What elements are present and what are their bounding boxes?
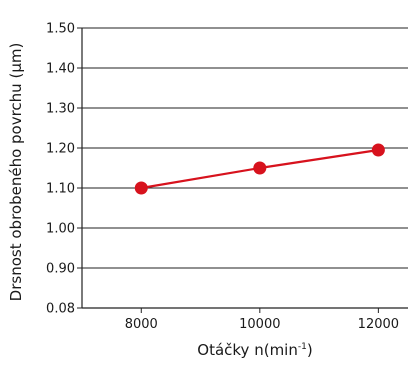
gridlines <box>82 27 408 269</box>
y-tick-label: 1.50 <box>46 22 75 37</box>
y-tick-label: 1.00 <box>46 222 75 237</box>
y-tick-label: 1.30 <box>46 102 75 117</box>
data-point <box>371 143 385 157</box>
y-axis-title: Drsnost obrobeného povrchu (µm) <box>7 43 25 302</box>
x-ticks: 8000 10000 12000 <box>125 308 399 332</box>
y-tick-label: 0.90 <box>46 262 75 277</box>
x-axis-title-sup: -1 <box>298 342 307 352</box>
series <box>134 143 385 195</box>
x-axis-title: Otáčky n(min-1) <box>197 341 312 359</box>
y-tick-label: 1.40 <box>46 62 75 77</box>
y-tick-label: 0.08 <box>46 302 75 317</box>
data-point <box>253 161 267 175</box>
axes <box>81 28 408 309</box>
x-axis-title-main: Otáčky n(min <box>197 341 298 359</box>
x-tick-label: 12000 <box>358 317 399 332</box>
data-point <box>134 181 148 195</box>
x-axis-title-close: ) <box>307 341 313 359</box>
y-ticks: 0.08 0.90 1.00 1.10 1.20 1.30 1.40 1.50 <box>46 22 82 317</box>
x-tick-label: 8000 <box>125 317 158 332</box>
x-tick-label: 10000 <box>239 317 280 332</box>
y-tick-label: 1.10 <box>46 182 75 197</box>
y-tick-label: 1.20 <box>46 142 75 157</box>
